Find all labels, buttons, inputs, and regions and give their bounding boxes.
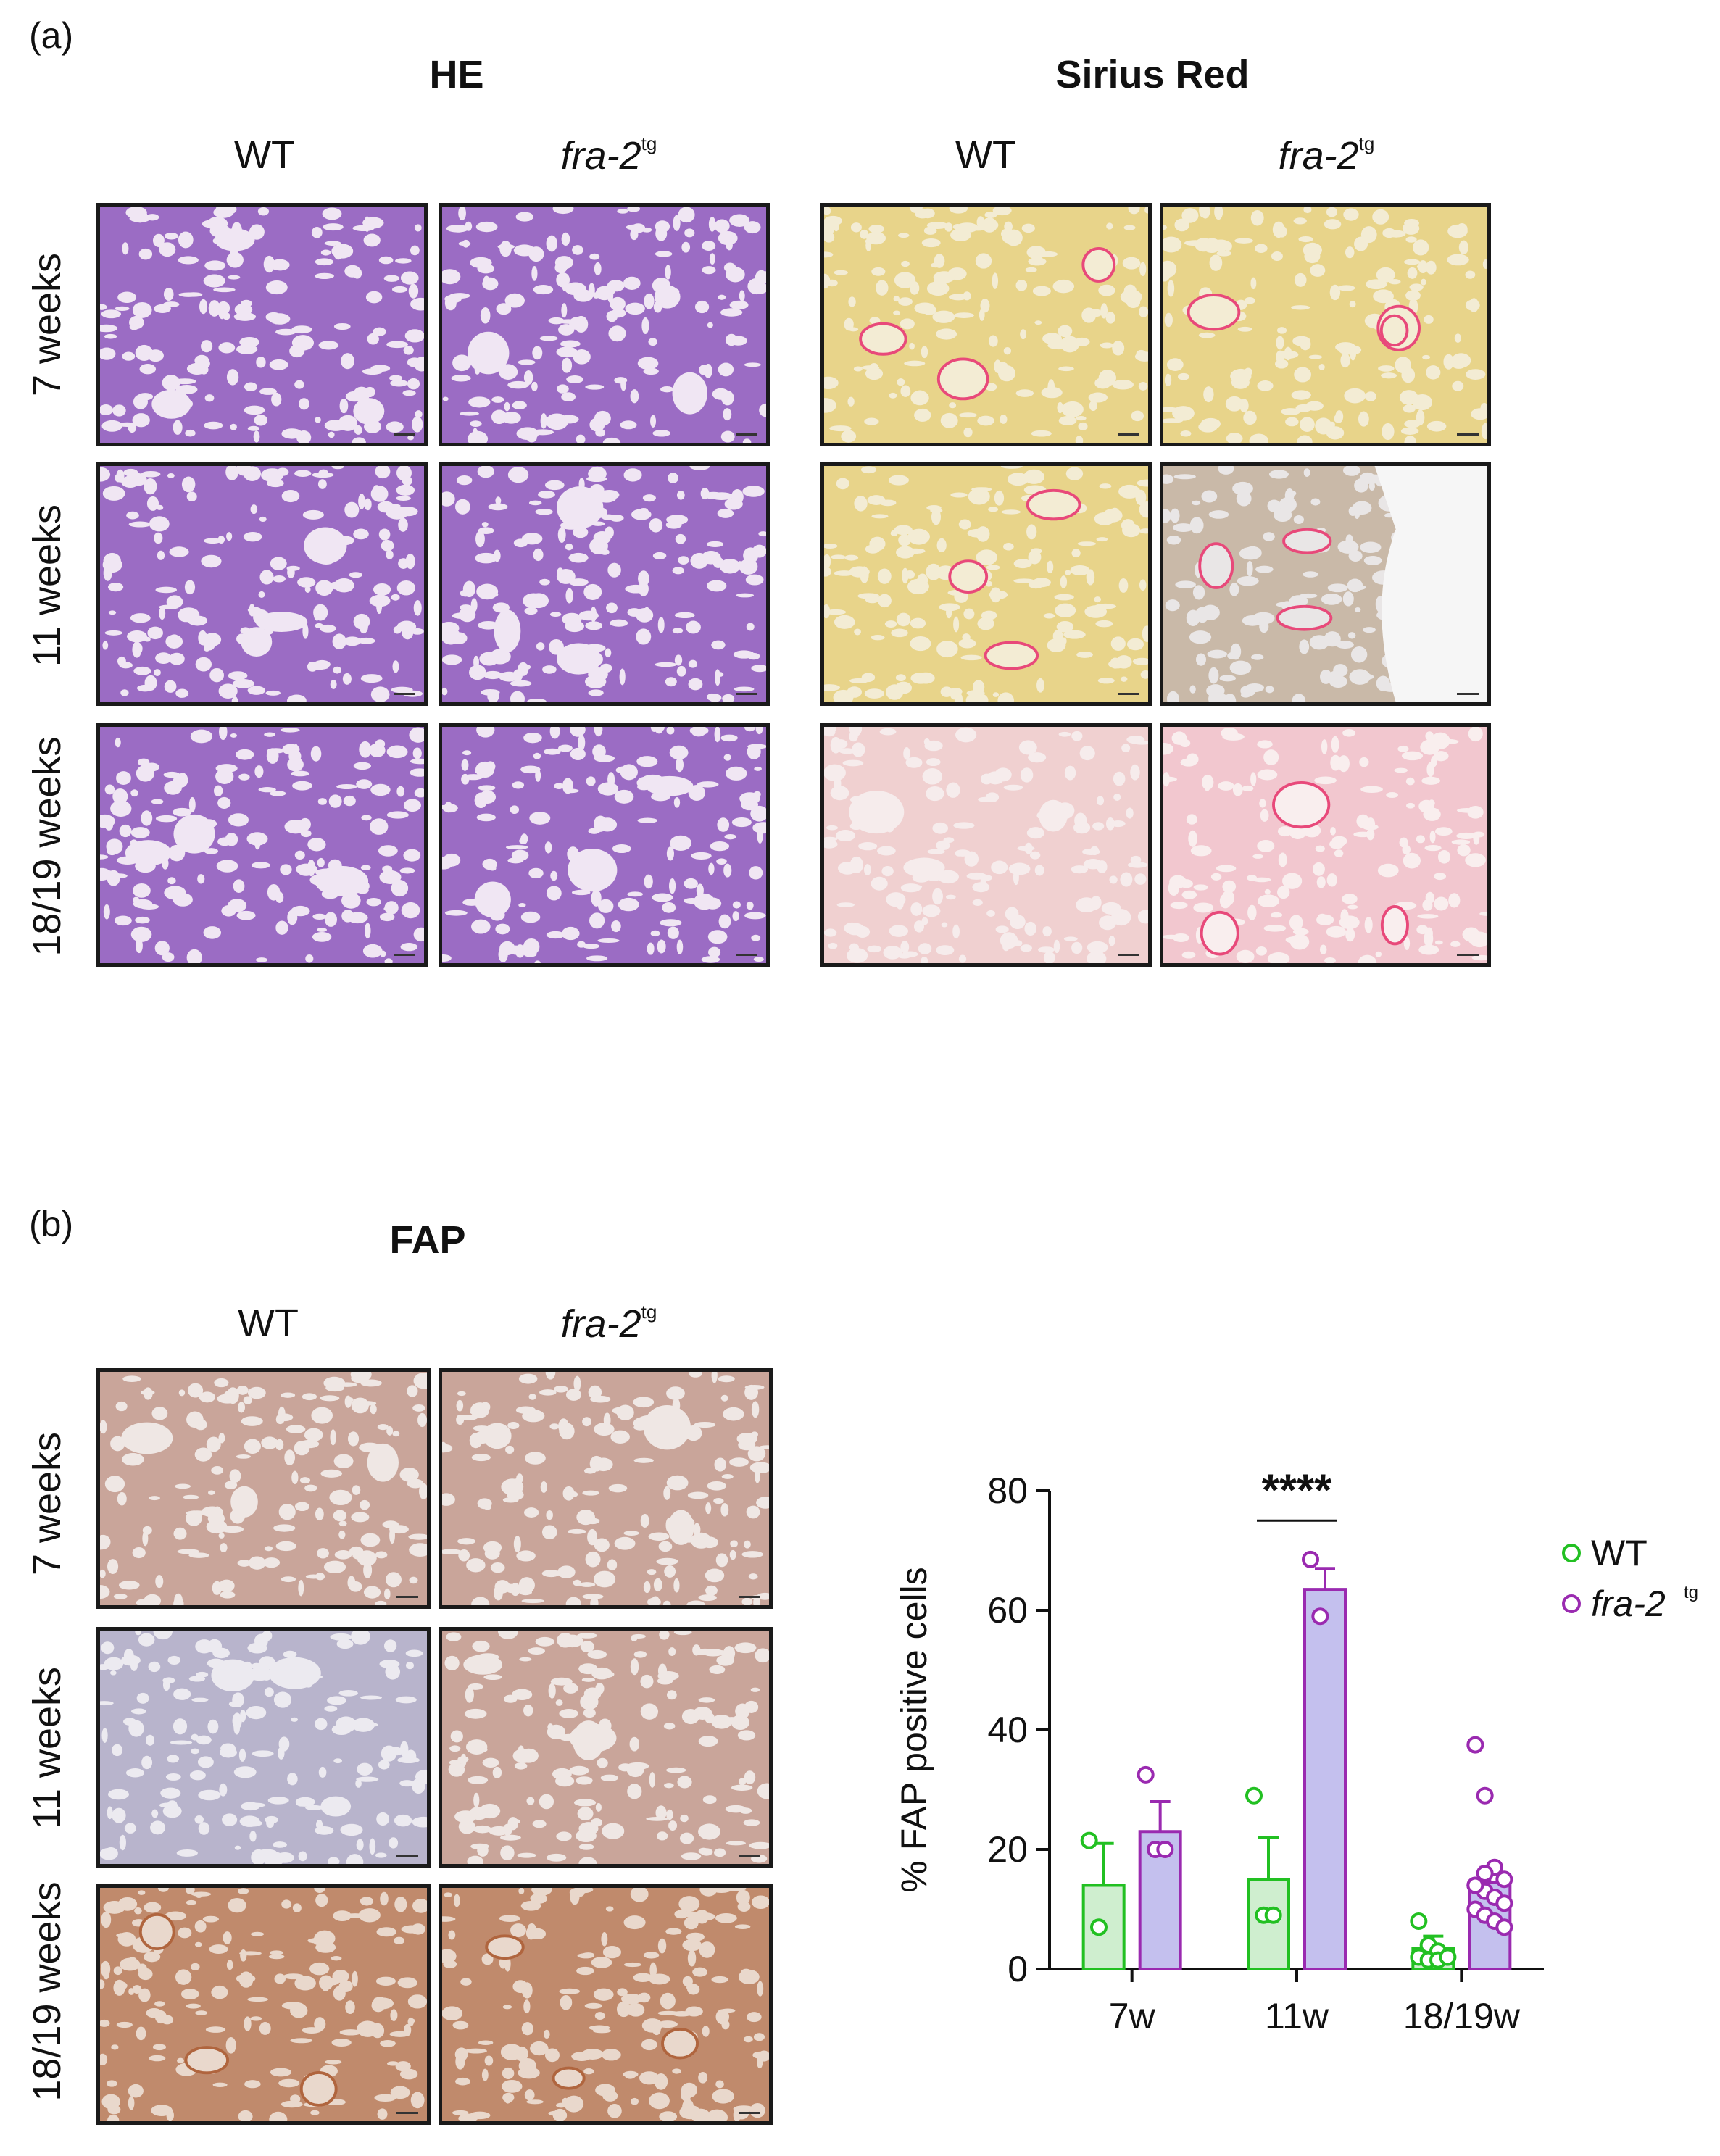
scale-bar bbox=[394, 693, 415, 695]
scale-bar bbox=[396, 1596, 418, 1598]
data-point bbox=[1302, 1550, 1319, 1568]
he-col-wt: WT bbox=[234, 133, 295, 177]
scale-bar bbox=[396, 1855, 418, 1857]
legend-wt-label: WT bbox=[1591, 1533, 1648, 1573]
he-fra2-7w-image bbox=[439, 203, 770, 446]
he-fra2-11w-image bbox=[439, 462, 770, 706]
he-wt-18w-image bbox=[96, 723, 428, 967]
scale-bar bbox=[736, 693, 757, 695]
he-title: HE bbox=[429, 53, 484, 96]
scale-bar bbox=[394, 954, 415, 956]
sr-wt-11w-image bbox=[820, 462, 1152, 706]
scale-bar bbox=[1118, 433, 1139, 436]
data-point bbox=[1495, 1870, 1513, 1889]
y-tick-label: 20 bbox=[987, 1829, 1028, 1870]
data-point bbox=[1476, 1865, 1494, 1882]
data-point bbox=[1495, 1918, 1513, 1936]
fap-row-label-7-weeks: 7 weeks bbox=[25, 1431, 69, 1576]
he-fra2-18w-image bbox=[439, 723, 770, 967]
fap-wt-11w-image bbox=[96, 1627, 431, 1868]
data-point bbox=[1495, 1894, 1513, 1912]
y-tick-label: 80 bbox=[987, 1470, 1028, 1511]
fap-fra2-18w-image bbox=[439, 1884, 773, 2125]
panel-a-label: (a) bbox=[29, 15, 74, 56]
x-tick-label: 18/19w bbox=[1403, 1996, 1521, 2036]
sr-col-fra2: fra-2tg bbox=[1278, 133, 1375, 178]
y-tick-label: 60 bbox=[987, 1590, 1028, 1631]
sr-fra2-11w-image bbox=[1160, 462, 1491, 706]
fap-fra2-11w-image bbox=[439, 1627, 773, 1868]
row-label-11-weeks: 11 weeks bbox=[25, 504, 69, 667]
fap-wt-18w-image bbox=[96, 1884, 431, 2125]
fap-wt-7w-image bbox=[96, 1368, 431, 1609]
data-point bbox=[1080, 1831, 1098, 1849]
y-tick-label: 40 bbox=[987, 1710, 1028, 1750]
fap-col-fra2: fra-2tg bbox=[560, 1301, 657, 1346]
scale-bar bbox=[736, 433, 757, 436]
scale-bar bbox=[396, 2112, 418, 2114]
legend-fra2-marker bbox=[1562, 1594, 1581, 1613]
data-point bbox=[1466, 1876, 1484, 1894]
scale-bar bbox=[736, 954, 757, 956]
fap-fra2-7w-image bbox=[439, 1368, 773, 1609]
scale-bar bbox=[1457, 433, 1479, 436]
fap-row-label-11-weeks: 11 weeks bbox=[25, 1666, 69, 1830]
scale-bar bbox=[1118, 954, 1139, 956]
fap-title: FAP bbox=[389, 1218, 466, 1262]
sr-col-wt: WT bbox=[955, 133, 1016, 177]
data-point bbox=[1137, 1765, 1155, 1784]
scale-bar bbox=[739, 2112, 760, 2114]
legend-fra2-label: fra-2 bbox=[1591, 1583, 1666, 1624]
panel-b-label: (b) bbox=[29, 1204, 74, 1244]
sr-wt-7w-image bbox=[820, 203, 1152, 446]
data-point bbox=[1311, 1607, 1329, 1626]
fap-row-label-18-19-weeks: 18/19 weeks bbox=[25, 1881, 69, 2102]
row-label-18-19-weeks: 18/19 weeks bbox=[25, 736, 69, 957]
row-label-7-weeks: 7 weeks bbox=[25, 252, 69, 397]
he-col-fra2: fra-2tg bbox=[560, 133, 657, 178]
data-point bbox=[1466, 1736, 1484, 1754]
scale-bar bbox=[739, 1855, 760, 1857]
scale-bar bbox=[1118, 693, 1139, 695]
y-tick-label: 0 bbox=[1008, 1949, 1028, 1989]
data-point bbox=[1245, 1786, 1263, 1805]
bar-wt-1 bbox=[1247, 1878, 1290, 1970]
scale-bar bbox=[1457, 693, 1479, 695]
data-point bbox=[1090, 1918, 1108, 1936]
sr-fra2-7w-image bbox=[1160, 203, 1491, 446]
legend-fra2-sup: tg bbox=[1684, 1583, 1698, 1602]
scale-bar bbox=[739, 1596, 760, 1598]
fap-bar-chart: 0 20 40 60 80 % FAP positive cells 7w 11w 18/19w… bbox=[894, 1466, 1698, 2036]
x-tick-label: 7w bbox=[1109, 1996, 1156, 2036]
y-axis-label: % FAP positive cells bbox=[894, 1567, 934, 1892]
he-wt-7w-image bbox=[96, 203, 428, 446]
data-point bbox=[1156, 1841, 1174, 1858]
x-tick-label: 11w bbox=[1265, 1996, 1329, 2036]
bar-fra2-1 bbox=[1303, 1588, 1347, 1970]
scale-bar bbox=[394, 433, 415, 436]
data-point bbox=[1476, 1786, 1494, 1805]
sr-wt-18w-image bbox=[820, 723, 1152, 967]
he-wt-11w-image bbox=[96, 462, 428, 706]
fap-col-wt: WT bbox=[238, 1302, 299, 1345]
legend-wt-marker bbox=[1562, 1544, 1581, 1562]
sirius-red-title: Sirius Red bbox=[1055, 53, 1250, 96]
sr-fra2-18w-image bbox=[1160, 723, 1491, 967]
significance-label: **** bbox=[1262, 1466, 1332, 1516]
scale-bar bbox=[1457, 954, 1479, 956]
data-point bbox=[1410, 1912, 1428, 1930]
data-point bbox=[1264, 1906, 1282, 1924]
data-point bbox=[1439, 1948, 1457, 1966]
